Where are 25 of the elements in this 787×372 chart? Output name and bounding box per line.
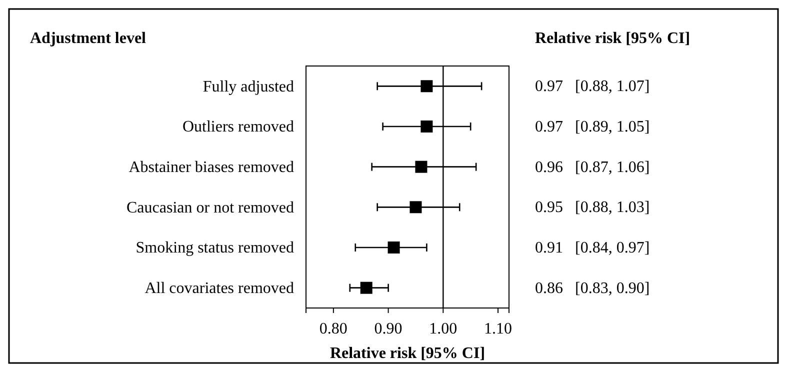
y-tick-label: Fully adjusted	[202, 78, 294, 96]
x-tick-label: 0.90	[374, 320, 402, 338]
text: Adjustment level	[30, 30, 147, 47]
y-tick-label: Smoking status removed	[136, 240, 294, 257]
y-tick-label: Abstainer biases removed	[128, 158, 294, 176]
y-tick-label: Caucasian or not removed	[126, 199, 294, 216]
point	[410, 201, 422, 214]
point	[415, 160, 428, 173]
data-label: 0.97 [0.89, 1.05]	[535, 118, 650, 136]
data-label: 0.97 [0.88, 1.07]	[535, 78, 650, 96]
data-label: 0.95 [0.88, 1.03]	[535, 199, 650, 216]
point	[420, 120, 433, 132]
point	[388, 242, 400, 254]
text: Relative risk [95% CI]	[535, 30, 690, 47]
y-tick-label: All covariates removed	[144, 280, 294, 297]
data-label: 0.86 [0.83, 0.90]	[535, 280, 650, 297]
data-label: 0.96 [0.87, 1.06]	[535, 158, 650, 176]
y-tick-label: Outliers removed	[182, 118, 294, 136]
x-tick-label: 0.80	[319, 320, 348, 338]
x-tick-label: 1.00	[429, 320, 458, 338]
data-label: 0.91 [0.84, 0.97]	[535, 240, 650, 256]
point	[360, 282, 372, 294]
point	[420, 80, 433, 92]
x-axis-title: Relative risk [95% CI]	[330, 345, 486, 362]
x-tick-label: 1.10	[484, 320, 512, 338]
